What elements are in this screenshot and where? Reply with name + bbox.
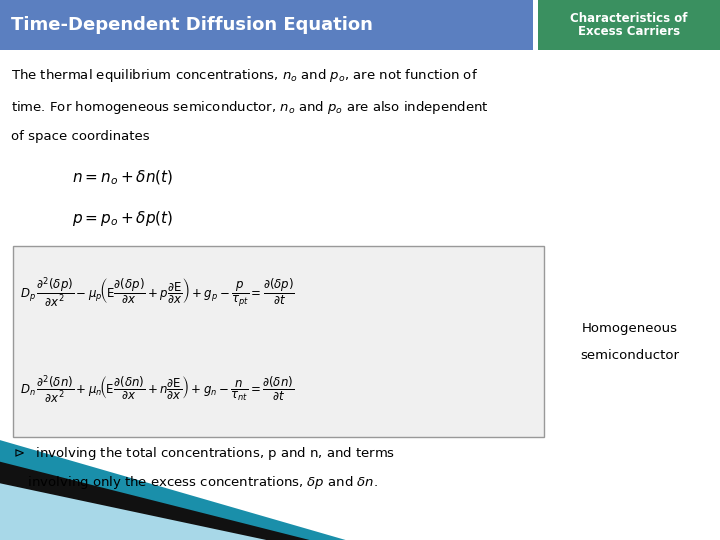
Text: semiconductor: semiconductor: [580, 348, 680, 362]
Bar: [0, 0, 533, 50]
Text: Time-Dependent Diffusion Equation: Time-Dependent Diffusion Equation: [11, 16, 373, 34]
Text: The thermal equilibrium concentrations, $n_o$ and $p_o$, are not function of: The thermal equilibrium concentrations, …: [11, 68, 478, 84]
Text: $n = n_o + \delta n(t)$: $n = n_o + \delta n(t)$: [72, 169, 174, 187]
Text: Characteristics of: Characteristics of: [570, 12, 688, 25]
Text: $p = p_o + \delta p(t)$: $p = p_o + \delta p(t)$: [72, 209, 174, 228]
Text: time. For homogeneous semiconductor, $n_o$ and $p_o$ are also independent: time. For homogeneous semiconductor, $n_…: [11, 99, 488, 116]
Text: Homogeneous: Homogeneous: [582, 321, 678, 335]
Text: $D_p\,\dfrac{\partial^2(\delta p)}{\partial x^2} - \mu_p\!\left(\mathrm{E}\dfrac: $D_p\,\dfrac{\partial^2(\delta p)}{\part…: [20, 276, 295, 310]
Bar: [13, 246, 544, 437]
Text: $\vartriangleright$  involving the total concentrations, p and n, and terms: $\vartriangleright$ involving the total …: [11, 446, 395, 462]
Text: of space coordinates: of space coordinates: [11, 130, 150, 143]
Polygon shape: [0, 440, 346, 540]
Text: involving only the excess concentrations, $\delta p$ and $\delta n$.: involving only the excess concentrations…: [11, 474, 378, 491]
Text: Excess Carriers: Excess Carriers: [578, 25, 680, 38]
Bar: [538, 0, 720, 50]
Polygon shape: [0, 483, 266, 540]
Text: $D_n\,\dfrac{\partial^2(\delta n)}{\partial x^2} + \mu_n\!\left(\mathrm{E}\dfrac: $D_n\,\dfrac{\partial^2(\delta n)}{\part…: [20, 374, 294, 407]
Polygon shape: [0, 462, 310, 540]
